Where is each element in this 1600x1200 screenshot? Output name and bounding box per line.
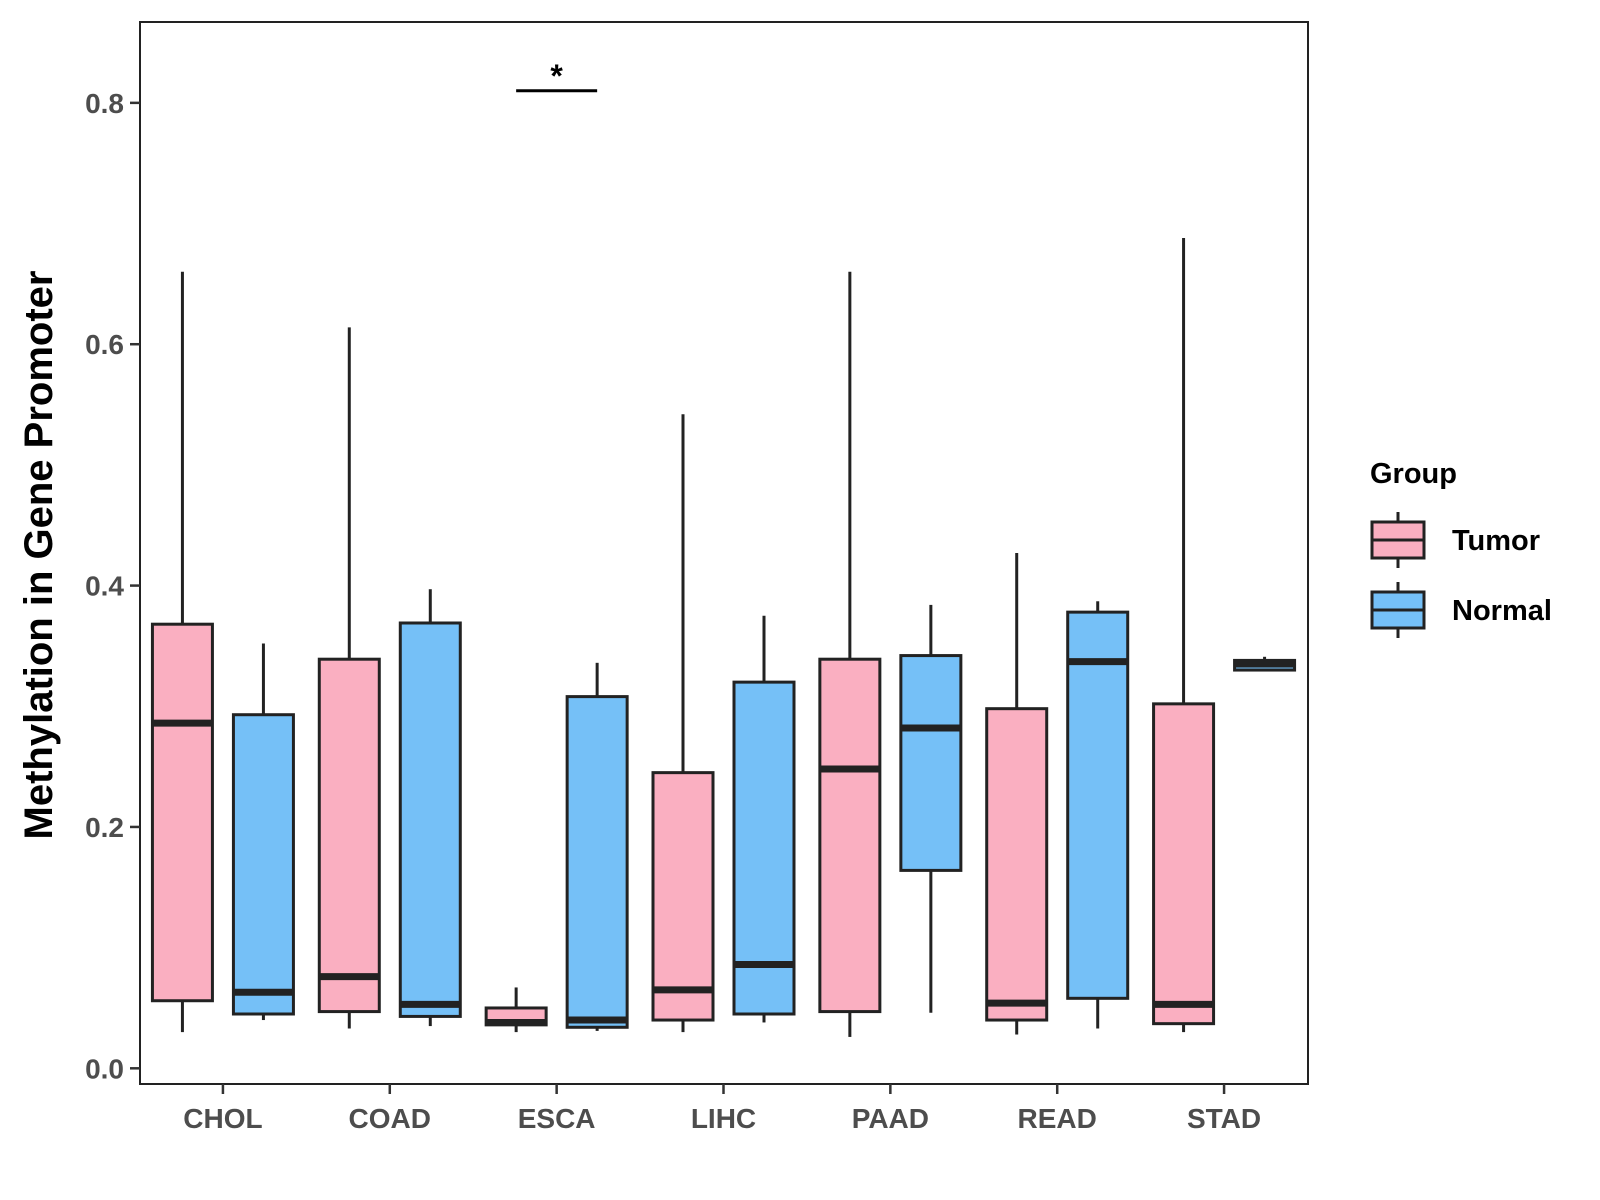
box-body [651, 771, 715, 1022]
x-tick-label: READ [1018, 1103, 1097, 1134]
box-tumor-read [985, 553, 1049, 1035]
legend-item-tumor: Tumor [1370, 512, 1540, 568]
axes: 0.0 0.2 0.4 0.6 0.8 CHOL COAD ESCA LIHC PAAD READ S… [85, 21, 1309, 1134]
y-tick-label: 0.0 [85, 1053, 124, 1084]
y-tick-label: 0.4 [85, 571, 124, 602]
y-tick-label: 0.6 [85, 329, 124, 360]
significance-star: * [550, 58, 563, 94]
box-body [818, 657, 882, 1014]
box-body [732, 680, 796, 1016]
legend-item-normal: Normal [1370, 582, 1552, 638]
x-tick-label: ESCA [518, 1103, 596, 1134]
plot-area: * [150, 58, 1297, 1037]
box-tumor-lihc [651, 414, 715, 1033]
box-body [1066, 610, 1130, 1000]
x-tick-label: STAD [1187, 1103, 1261, 1134]
box-body [1152, 702, 1216, 1026]
box-tumor-coad [317, 327, 381, 1029]
legend: Group Tumor Normal [1370, 458, 1552, 638]
x-tick-label: PAAD [852, 1103, 929, 1134]
box-tumor-paad [818, 271, 882, 1037]
box-normal-stad [1233, 656, 1297, 672]
box-tumor-stad [1152, 238, 1216, 1033]
legend-title: Group [1370, 458, 1457, 490]
legend-label: Tumor [1452, 525, 1540, 557]
box-body [985, 707, 1049, 1022]
box-body [150, 622, 214, 1003]
box-normal-lihc [732, 615, 796, 1023]
y-tick-label: 0.8 [85, 88, 124, 119]
box-body [231, 713, 295, 1016]
box-tumor-esca [484, 987, 548, 1033]
x-tick-label: CHOL [183, 1103, 262, 1134]
box-normal-esca [565, 662, 629, 1031]
y-axis-title: Methylation in Gene Promoter [17, 271, 61, 840]
y-tick-label: 0.2 [85, 812, 124, 843]
box-normal-chol [231, 643, 295, 1021]
box-body [565, 695, 629, 1029]
box-body [398, 621, 462, 1018]
box-normal-paad [899, 604, 963, 1013]
box-body [317, 657, 381, 1014]
box-normal-read [1066, 601, 1130, 1029]
x-tick-label: LIHC [691, 1103, 756, 1134]
box-body [899, 654, 963, 872]
box-tumor-chol [150, 271, 214, 1033]
legend-label: Normal [1452, 595, 1552, 627]
x-tick-label: COAD [349, 1103, 431, 1134]
box-normal-coad [398, 589, 462, 1027]
